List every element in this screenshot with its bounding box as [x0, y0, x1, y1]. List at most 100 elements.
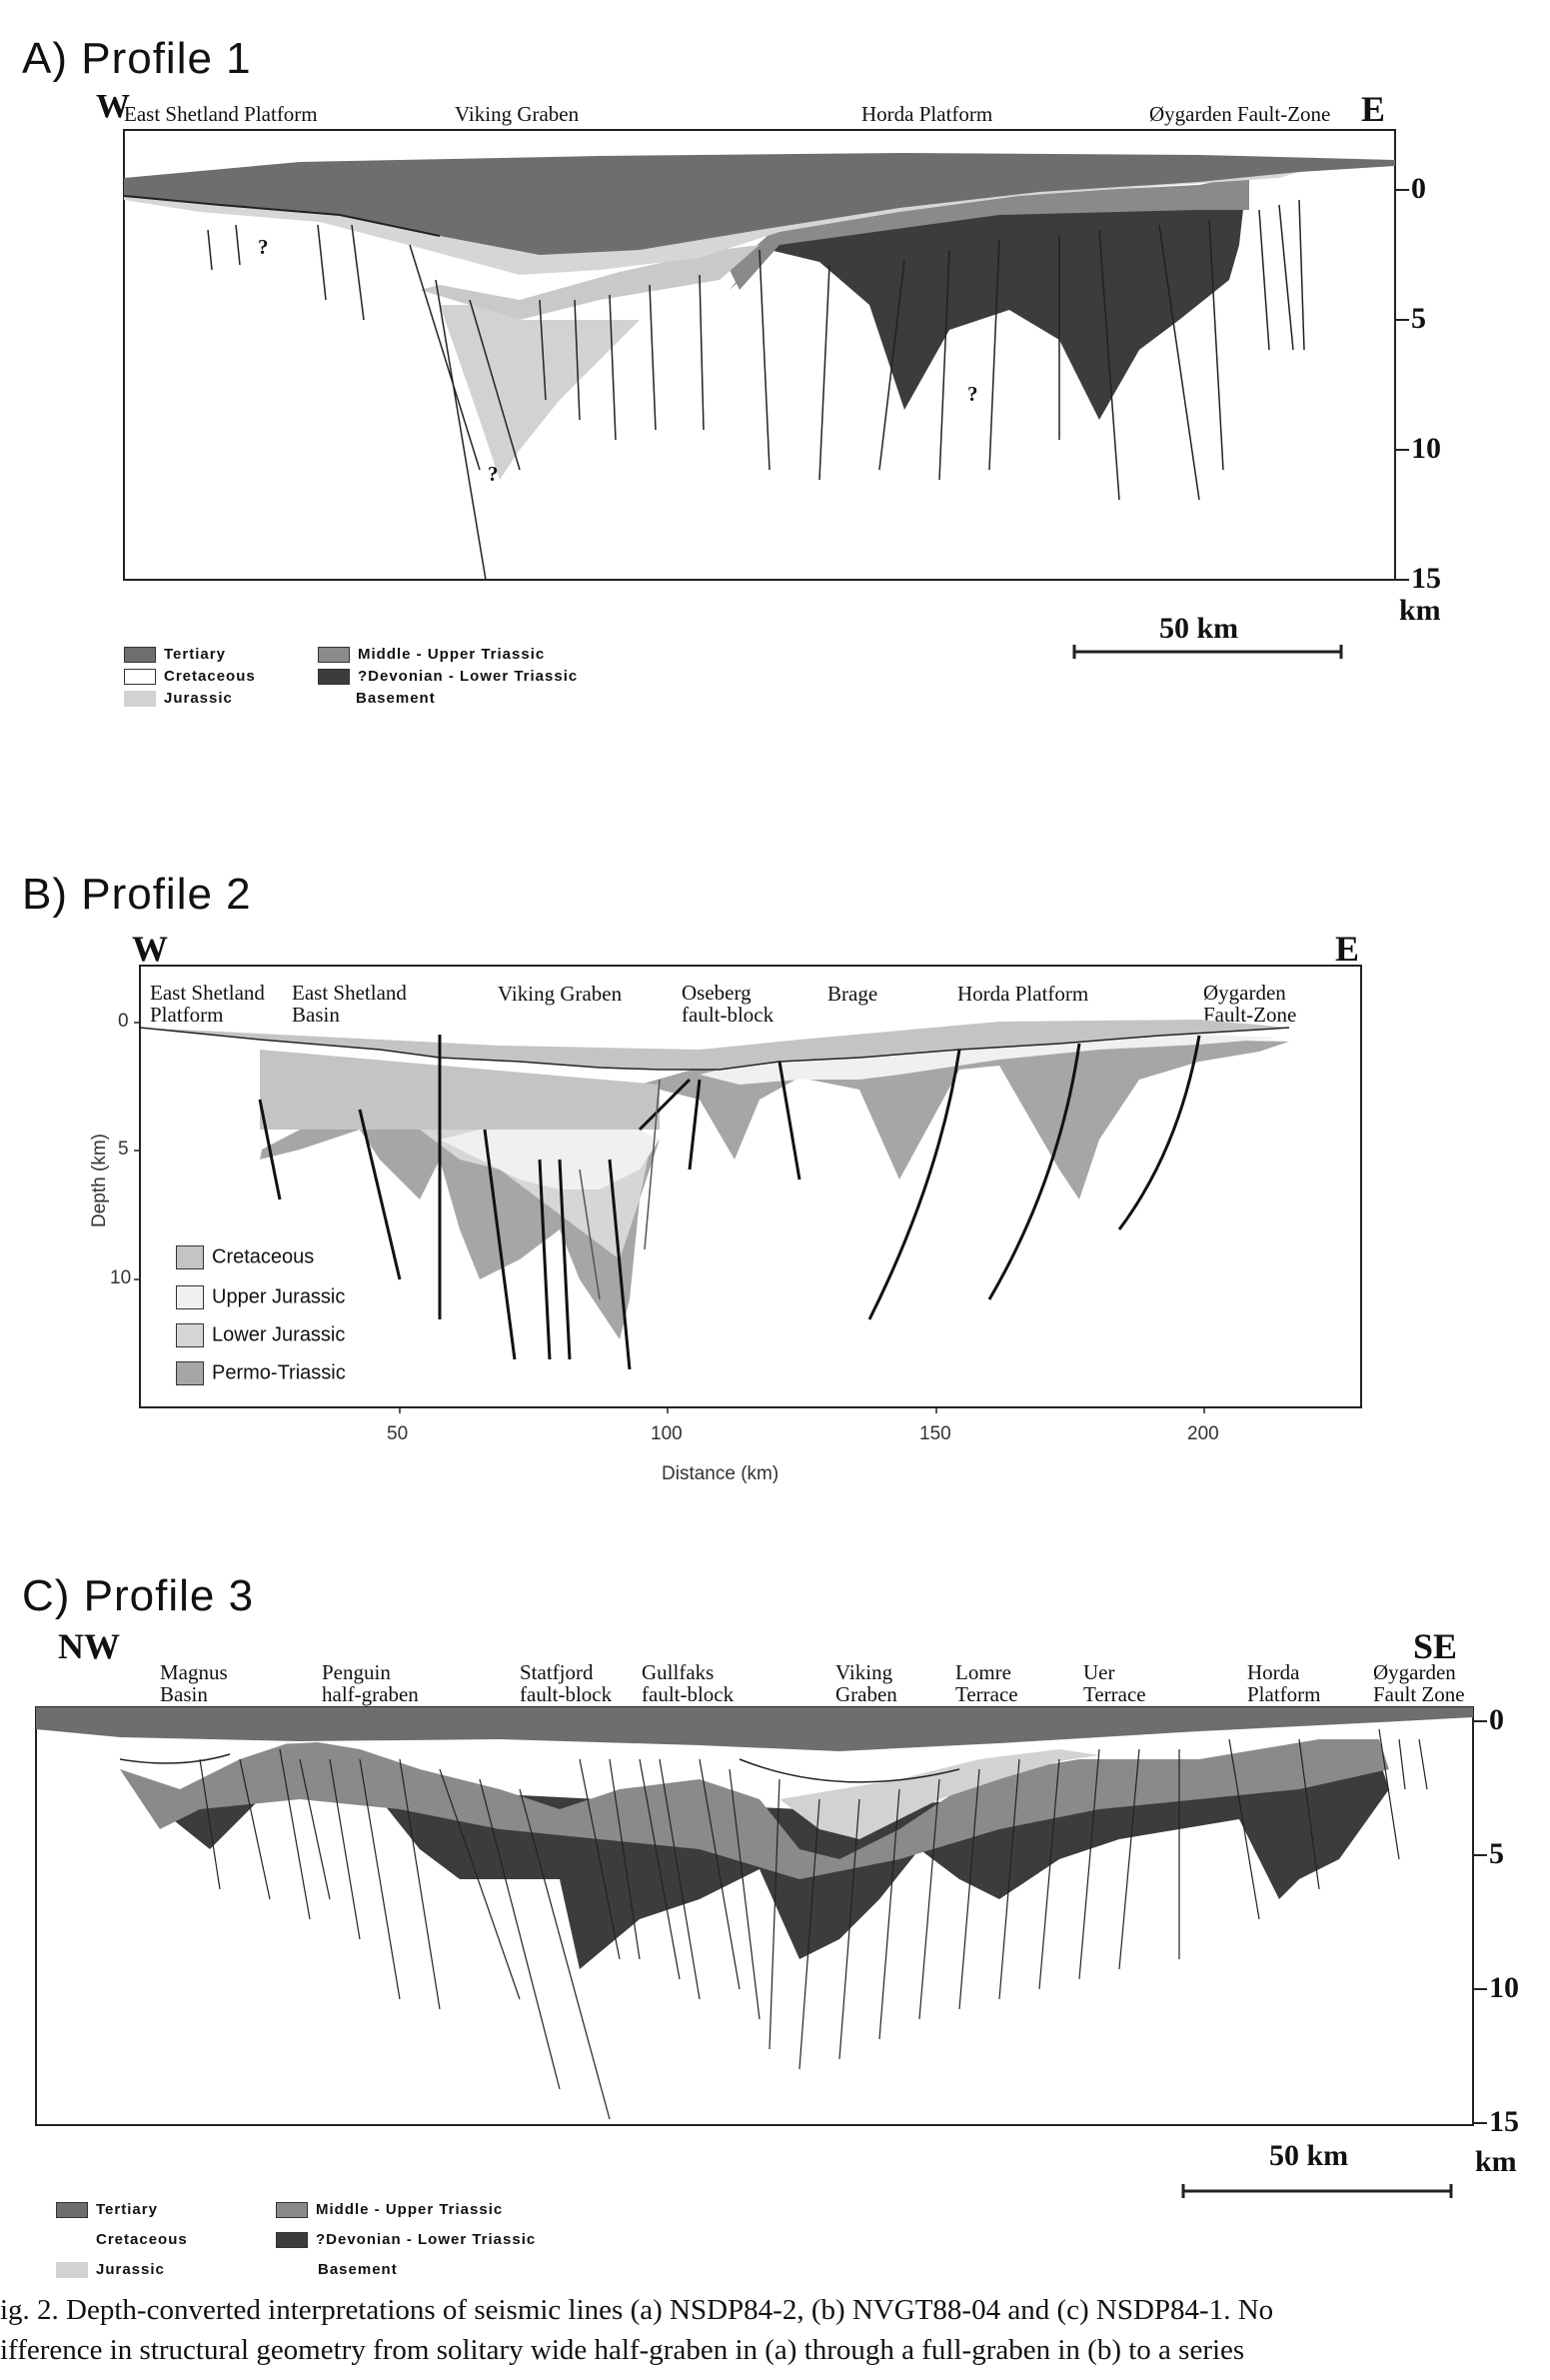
panel-a-depth-15: 15	[1411, 562, 1441, 595]
panel-c-depth-10: 10	[1489, 1971, 1519, 2004]
panel-c-depth-5: 5	[1489, 1837, 1504, 1870]
panel-b-xtick-150: 150	[919, 1423, 951, 1444]
legend-label: Jurassic	[96, 2261, 165, 2278]
panel-a-legend-devonian-lower-triassic: ?Devonian - Lower Triassic	[318, 668, 579, 686]
legend-label: Cretaceous	[212, 1245, 315, 1268]
legend-label: ?Devonian - Lower Triassic	[358, 668, 579, 685]
panel-c-region-penguin-half-graben: Penguin half-graben	[322, 1660, 419, 1706]
panel-b-legend-cretaceous: Cretaceous	[176, 1245, 314, 1269]
legend-label: Tertiary	[164, 646, 226, 663]
panel-c-depth-15: 15	[1489, 2105, 1519, 2138]
panel-b-region-viking-graben: Viking Graben	[498, 982, 623, 1006]
panel-b-legend-lower-jurassic: Lower Jurassic	[176, 1323, 345, 1347]
panel-b-xtick-100: 100	[651, 1423, 683, 1444]
legend-label: ?Devonian - Lower Triassic	[316, 2231, 537, 2248]
panel-a-region-oygarden-fault-zone: Øygarden Fault-Zone	[1149, 102, 1331, 126]
legend-label: Permo-Triassic	[212, 1361, 346, 1384]
panel-b-region-east-shetland-basin: East Shetland Basin	[292, 981, 407, 1027]
panel-b-region-horda-platform: Horda Platform	[957, 982, 1089, 1006]
panel-c-legend-cretaceous: Cretaceous	[56, 2231, 188, 2249]
cretaceous-swatch	[56, 2232, 88, 2249]
figure-caption-line-1: ig. 2. Depth-converted interpretations o…	[0, 2294, 1274, 2326]
panel-b-west-label: W	[132, 929, 168, 969]
jurassic-swatch	[56, 2262, 88, 2279]
panel-a-depth-unit: km	[1399, 594, 1441, 627]
panel-c-scale-label: 50 km	[1269, 2139, 1349, 2172]
panel-c-region-horda-platform: Horda Platform	[1247, 1660, 1321, 1706]
panel-b-xlabel: Distance (km)	[662, 1463, 779, 1484]
panel-a-depth-5: 5	[1411, 302, 1426, 335]
panel-c-legend-basement: Basement	[318, 2261, 398, 2278]
panel-b-ytick-0: 0	[118, 1011, 129, 1032]
panel-b-region-east-shetland-platform: East Shetland Platform	[150, 981, 265, 1027]
panel-c-title: C) Profile 3	[22, 1571, 255, 1620]
panel-a-title: A) Profile 1	[22, 34, 252, 83]
panel-a-question-mark-1: ?	[258, 235, 269, 259]
tertiary-swatch	[124, 647, 156, 664]
panel-a-cross-section	[123, 129, 1409, 659]
panel-c-cross-section	[35, 1706, 1487, 2198]
panel-b-ylabel: Depth (km)	[89, 1134, 110, 1227]
panel-c-nw-label: NW	[58, 1626, 120, 1666]
legend-label: Tertiary	[96, 2201, 158, 2218]
legend-label: Cretaceous	[164, 668, 256, 685]
panel-c-region-gullfaks-fault-block: Gullfaks fault-block	[642, 1660, 735, 1706]
panel-c-region-uer-terrace: Uer Terrace	[1083, 1660, 1146, 1706]
devonian-lower-triassic-swatch	[276, 2232, 308, 2249]
legend-label: Middle - Upper Triassic	[358, 646, 546, 663]
lower-jurassic-swatch	[176, 1323, 204, 1347]
panel-b-region-oseberg-fault-block: Oseberg fault-block	[682, 981, 775, 1027]
panel-c-legend-middle-upper-triassic: Middle - Upper Triassic	[276, 2201, 504, 2219]
panel-a-region-viking-graben: Viking Graben	[455, 102, 580, 126]
middle-upper-triassic-swatch	[318, 647, 350, 664]
devonian-lower-triassic-swatch	[318, 669, 350, 686]
panel-c-region-oygarden-fault-zone: Øygarden Fault Zone	[1373, 1660, 1465, 1706]
panel-a-legend-cretaceous: Cretaceous	[124, 668, 256, 686]
panel-a-west-label: W	[96, 88, 130, 125]
panel-b-ytick-5: 5	[118, 1139, 129, 1160]
legend-label: Lower Jurassic	[212, 1323, 346, 1346]
panel-b-xtick-200: 200	[1187, 1423, 1219, 1444]
panel-c-depth-unit: km	[1475, 2145, 1517, 2178]
panel-a-question-mark-2: ?	[488, 462, 499, 486]
panel-a-legend-jurassic: Jurassic	[124, 690, 233, 708]
panel-a-legend-middle-upper-triassic: Middle - Upper Triassic	[318, 646, 546, 664]
legend-label: Upper Jurassic	[212, 1285, 346, 1308]
panel-a-legend-tertiary: Tertiary	[124, 646, 226, 664]
panel-a-scale-label: 50 km	[1159, 612, 1239, 645]
cretaceous-swatch	[124, 669, 156, 686]
panel-b-legend-permo-triassic: Permo-Triassic	[176, 1361, 346, 1385]
panel-c-legend-jurassic: Jurassic	[56, 2261, 165, 2279]
panel-b-title: B) Profile 2	[22, 870, 252, 919]
panel-a-east-label: E	[1361, 89, 1386, 129]
legend-label: Cretaceous	[96, 2231, 188, 2248]
panel-b-cross-section	[134, 965, 1362, 1413]
panel-c-legend-tertiary: Tertiary	[56, 2201, 158, 2219]
legend-label: Middle - Upper Triassic	[316, 2201, 504, 2218]
panel-c-se-label: SE	[1413, 1626, 1458, 1666]
upper-jurassic-swatch	[176, 1285, 204, 1309]
panel-c-region-lomre-terrace: Lomre Terrace	[955, 1660, 1018, 1706]
panel-c-region-magnus-basin: Magnus Basin	[160, 1660, 228, 1706]
middle-upper-triassic-swatch	[276, 2202, 308, 2219]
cretaceous-swatch	[176, 1245, 204, 1269]
panel-b-legend-upper-jurassic: Upper Jurassic	[176, 1285, 345, 1309]
legend-label: Jurassic	[164, 690, 233, 707]
tertiary-swatch	[56, 2202, 88, 2219]
permo-triassic-swatch	[176, 1361, 204, 1385]
panel-c-region-statfjord-fault-block: Statfjord fault-block	[520, 1660, 613, 1706]
panel-b-region-oygarden-fault-zone: Øygarden Fault-Zone	[1203, 981, 1297, 1027]
panel-c-legend-devonian-lower-triassic: ?Devonian - Lower Triassic	[276, 2231, 537, 2249]
panel-b-east-label: E	[1335, 929, 1360, 969]
panel-b-ytick-10: 10	[110, 1267, 132, 1288]
panel-c-depth-0: 0	[1489, 1703, 1504, 1736]
panel-b-xtick-50: 50	[387, 1423, 409, 1444]
panel-b-region-brage: Brage	[827, 982, 878, 1006]
panel-a-legend-basement: Basement	[356, 690, 436, 707]
panel-a-question-mark-3: ?	[967, 382, 978, 406]
panel-a-region-east-shetland-platform: East Shetland Platform	[124, 102, 318, 126]
panel-c-region-viking-graben: Viking Graben	[835, 1660, 897, 1706]
panel-a-depth-0: 0	[1411, 172, 1426, 205]
panel-a-region-horda-platform: Horda Platform	[861, 102, 993, 126]
panel-a-depth-10: 10	[1411, 432, 1441, 465]
